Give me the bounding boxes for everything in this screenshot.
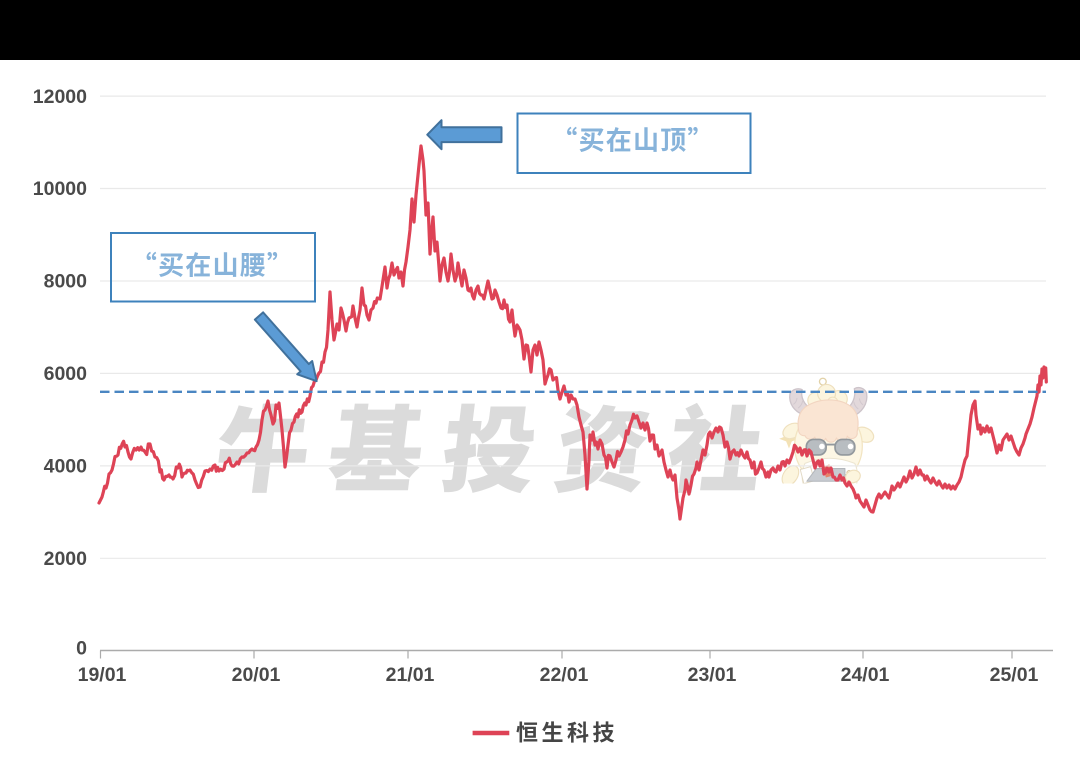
svg-text:24/01: 24/01: [841, 664, 890, 686]
svg-text:牛: 牛: [209, 376, 320, 511]
svg-text:22/01: 22/01: [540, 664, 589, 686]
svg-text:8000: 8000: [44, 271, 88, 293]
svg-text:4000: 4000: [44, 456, 88, 478]
svg-text:0: 0: [76, 638, 87, 660]
svg-text:21/01: 21/01: [386, 664, 435, 686]
svg-text:23/01: 23/01: [688, 664, 737, 686]
svg-text:2000: 2000: [44, 548, 88, 570]
svg-text:恒生科技: 恒生科技: [516, 716, 618, 748]
svg-text:25/01: 25/01: [990, 664, 1039, 686]
svg-text:6000: 6000: [44, 363, 88, 385]
svg-text:12000: 12000: [33, 86, 87, 108]
svg-text:社: 社: [661, 376, 772, 511]
svg-text:基: 基: [322, 376, 433, 511]
svg-text:10000: 10000: [33, 178, 87, 200]
svg-text:“买在山腰”: “买在山腰”: [131, 246, 294, 283]
svg-text:20/01: 20/01: [232, 664, 281, 686]
svg-text:19/01: 19/01: [78, 664, 127, 686]
svg-text:“买在山顶”: “买在山顶”: [551, 121, 714, 158]
svg-text:投: 投: [435, 376, 546, 511]
